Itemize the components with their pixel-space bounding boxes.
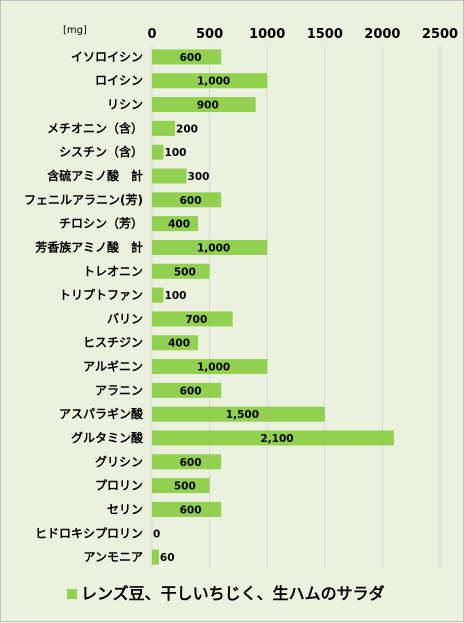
data-label: 500 [174, 266, 196, 278]
data-label: 600 [180, 52, 202, 64]
bar [152, 192, 222, 208]
legend-label: レンズ豆、干しいちじく、生ハムのサラダ [81, 584, 385, 603]
bar [152, 406, 325, 422]
category-label: プロリン [95, 478, 143, 493]
data-label: 200 [176, 123, 198, 135]
category-label: 芳香族アミノ酸 計 [35, 239, 143, 254]
legend-swatch [67, 589, 77, 599]
data-label: 700 [185, 314, 207, 326]
category-label: アラニン [95, 383, 143, 397]
data-label: 600 [180, 195, 202, 207]
category-label: チロシン（芳） [59, 216, 143, 231]
data-labels: 6001,0009002001003006004001,000500100700… [153, 52, 294, 564]
category-label: リシン [107, 98, 143, 112]
category-label: ヒドロキシプロリン [35, 525, 143, 540]
bar [152, 120, 176, 136]
category-label: メチオニン（含） [47, 120, 143, 135]
category-label: イソロイシン [71, 50, 143, 64]
data-label: 500 [174, 481, 196, 493]
x-tick-label: 1500 [307, 27, 343, 42]
data-label: 600 [180, 457, 202, 469]
legend: レンズ豆、干しいちじく、生ハムのサラダ [67, 584, 385, 603]
category-label: トリプトファン [59, 287, 143, 302]
data-label: 2,100 [260, 433, 293, 445]
bar [152, 287, 164, 303]
data-label: 0 [153, 528, 160, 540]
data-label: 300 [188, 171, 210, 183]
category-label: セリン [107, 502, 143, 516]
category-label: グルタミン酸 [71, 430, 144, 445]
category-label: アンモニア [83, 550, 143, 564]
x-tick-label: 2500 [422, 27, 458, 42]
data-label: 600 [180, 504, 202, 516]
x-tick-label: 1000 [249, 27, 285, 42]
category-label: バリン [107, 312, 143, 326]
data-label: 600 [180, 385, 202, 397]
bar [152, 168, 187, 184]
category-label: アルギニン [83, 359, 143, 374]
bar [152, 335, 199, 351]
bar [152, 478, 210, 494]
category-label: アスパラギン酸 [59, 406, 144, 421]
data-label: 1,500 [226, 409, 259, 421]
category-label: フェニルアラニン(芳) [24, 192, 143, 207]
unit-label: [mg] [63, 25, 87, 36]
x-axis-ticks: 0 500 1000 1500 2000 2500 [147, 27, 458, 42]
x-tick-label: 500 [196, 27, 223, 42]
data-label: 400 [168, 219, 190, 231]
bar [152, 216, 199, 232]
bar [152, 49, 222, 65]
data-label: 900 [197, 100, 219, 112]
data-label: 1,000 [197, 76, 230, 88]
data-label: 400 [168, 338, 190, 350]
category-label: トレオニン [83, 264, 143, 278]
bar [152, 263, 210, 279]
bar [152, 430, 394, 446]
data-label: 1,000 [197, 242, 230, 254]
data-label: 100 [165, 290, 187, 302]
bar [152, 97, 256, 113]
data-label: 100 [165, 147, 187, 159]
x-tick-label: 0 [147, 27, 156, 42]
category-label: グリシン [95, 454, 143, 469]
x-tick-label: 2000 [364, 27, 400, 42]
bar [152, 359, 268, 375]
data-label: 60 [160, 552, 175, 564]
bar [152, 501, 222, 517]
bar [152, 454, 222, 470]
bar [152, 382, 222, 398]
bar [152, 239, 268, 255]
bar [152, 549, 159, 565]
category-label: ロイシン [95, 74, 143, 88]
bar [152, 73, 268, 89]
data-label: 1,000 [197, 362, 230, 374]
bars [152, 49, 394, 565]
bar [152, 311, 233, 327]
category-label: 含硫アミノ酸 計 [47, 168, 143, 183]
bar [152, 144, 164, 160]
category-label: シスチン（含） [59, 144, 143, 159]
category-label: ヒスチジン [83, 336, 143, 350]
